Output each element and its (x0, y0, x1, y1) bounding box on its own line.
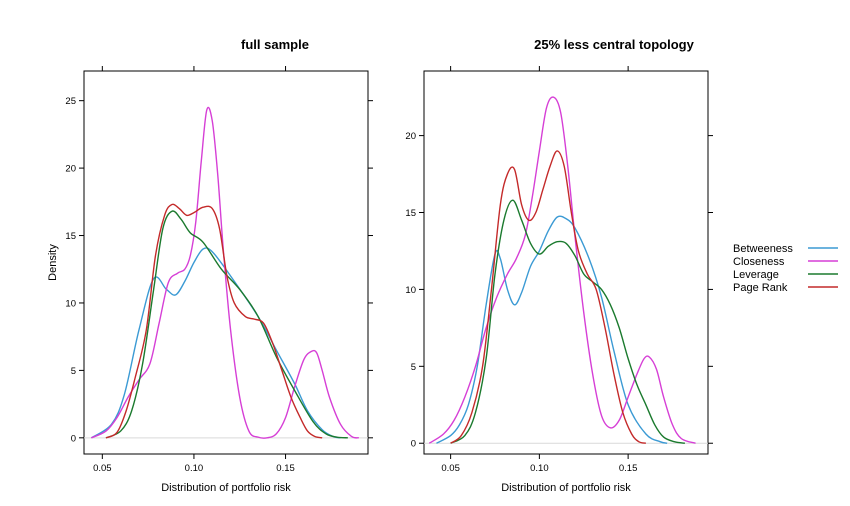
chart-title: full sample (241, 37, 309, 52)
x-tick-label: 0.05 (93, 463, 112, 474)
series-line-closeness (428, 96, 696, 444)
legend-label: Betweeness (733, 243, 793, 255)
y-tick-label: 20 (405, 131, 416, 142)
x-axis-label: Distribution of portfolio risk (161, 482, 291, 494)
y-tick-label: 5 (71, 366, 76, 377)
x-axis-label: Distribution of portfolio risk (501, 482, 631, 494)
series-line-leverage (450, 199, 686, 444)
legend-label: Leverage (733, 269, 779, 281)
panel-less-central: 25% less central topology 0.05 0.10 0.15 0 5… (405, 37, 713, 494)
series-line-betweeness (90, 247, 341, 439)
plot-frame (83, 70, 369, 455)
series-line-betweeness (436, 215, 668, 444)
y-tick-label: 5 (411, 362, 416, 373)
y-tick-label: 0 (71, 433, 76, 444)
plot-frame (423, 70, 709, 455)
x-tick-label: 0.15 (619, 463, 638, 474)
y-tick-label: 10 (65, 298, 76, 309)
y-axis-label: Density (47, 244, 59, 281)
y-tick-label: 0 (411, 439, 416, 450)
panel-full-sample: full sample 0.05 0.10 0.15 0 5 10 15 20 25 Distri… (47, 37, 373, 494)
legend-label: Page Rank (733, 282, 788, 294)
y-tick-label: 10 (405, 285, 416, 296)
series-line-leverage (105, 210, 348, 439)
y-tick-label: 25 (65, 96, 76, 107)
series-line-page-rank (105, 203, 323, 439)
chart-title: 25% less central topology (534, 37, 694, 52)
y-tick-label: 20 (65, 164, 76, 175)
x-tick-label: 0.10 (530, 463, 549, 474)
legend-label: Closeness (733, 256, 785, 268)
series-line-page-rank (450, 150, 647, 444)
x-tick-label: 0.15 (276, 463, 295, 474)
y-tick-label: 15 (405, 208, 416, 219)
x-tick-label: 0.05 (441, 463, 460, 474)
y-tick-label: 15 (65, 231, 76, 242)
x-tick-label: 0.10 (185, 463, 204, 474)
